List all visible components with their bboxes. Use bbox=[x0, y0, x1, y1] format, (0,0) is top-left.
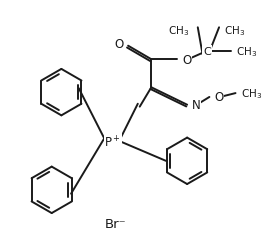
Text: CH$_3$: CH$_3$ bbox=[224, 24, 245, 38]
Text: Br⁻: Br⁻ bbox=[105, 217, 126, 230]
Text: O: O bbox=[182, 53, 191, 67]
Text: P$^+$: P$^+$ bbox=[104, 134, 121, 149]
Text: O: O bbox=[114, 38, 123, 51]
Text: CH$_3$: CH$_3$ bbox=[241, 87, 262, 101]
Text: C: C bbox=[203, 47, 211, 57]
Text: CH$_3$: CH$_3$ bbox=[168, 24, 189, 38]
Text: CH$_3$: CH$_3$ bbox=[235, 45, 257, 59]
Text: N: N bbox=[192, 99, 201, 112]
Text: O: O bbox=[214, 91, 223, 104]
